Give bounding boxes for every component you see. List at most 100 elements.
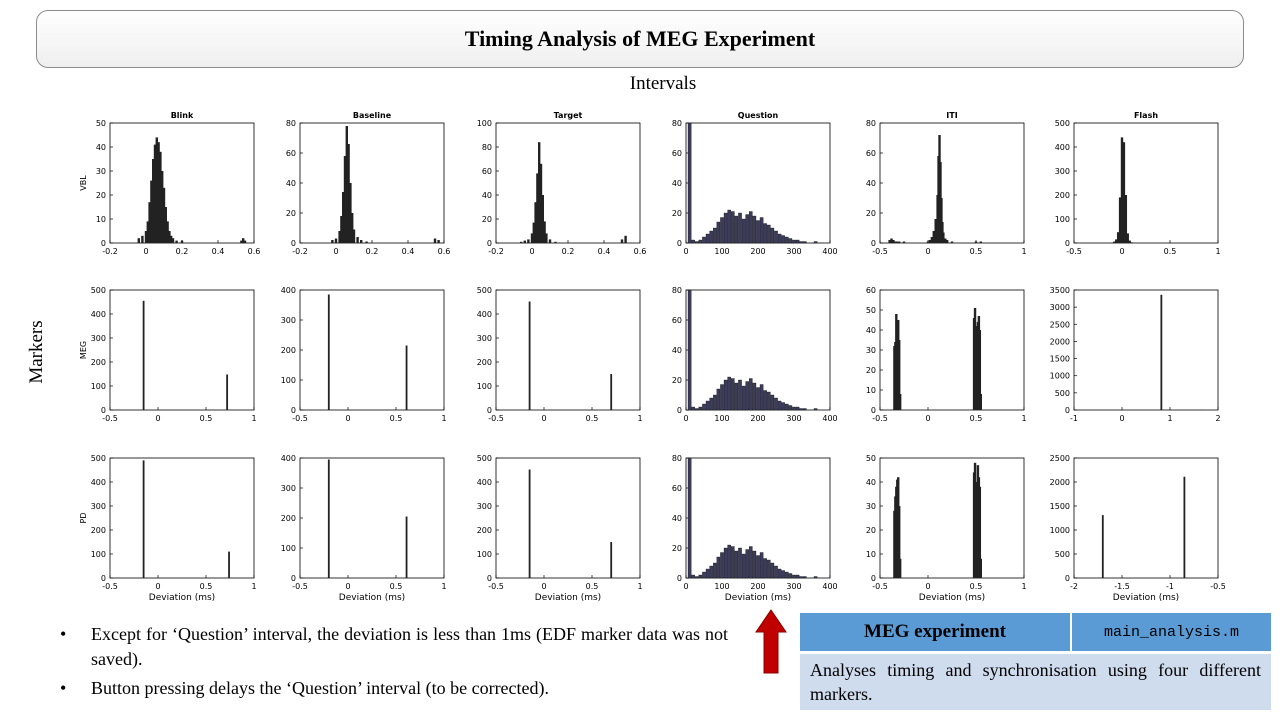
histogram-bar (792, 574, 796, 579)
x-tick-label: 0 (345, 582, 350, 591)
histogram-bar (720, 384, 724, 411)
histogram-bar (756, 220, 760, 244)
histogram-bar (1168, 242, 1172, 244)
plot-frame (299, 457, 445, 579)
histogram-bar (159, 151, 162, 243)
y-tick-label: 1000 (1050, 526, 1070, 535)
x-axis-label: Deviation (ms) (919, 593, 985, 603)
y-tick-label: 40 (866, 326, 876, 335)
x-tick-label: 0 (683, 247, 688, 256)
y-tick-label: 400 (1055, 143, 1070, 152)
y-tick-label: 2500 (1050, 454, 1070, 463)
histogram-bar (928, 240, 932, 243)
y-tick-label: 80 (672, 286, 682, 295)
y-tick-label: 40 (286, 179, 296, 188)
plot-title: Flash (1134, 111, 1158, 120)
histogram-bar (788, 573, 793, 579)
page-title: Timing Analysis of MEG Experiment (464, 26, 816, 51)
histogram-bar (695, 408, 699, 411)
histogram-bar (734, 550, 739, 579)
y-tick-label: 0 (1065, 406, 1070, 415)
histogram-bar (226, 374, 229, 410)
x-tick-label: 0 (1119, 247, 1124, 256)
histogram-bar (932, 231, 935, 243)
histogram-bar (727, 544, 731, 579)
histogram-bar (705, 568, 710, 579)
histogram-bar (144, 231, 148, 243)
y-tick-label: 0 (871, 239, 876, 248)
histogram-bar (770, 394, 775, 411)
histogram-bar (745, 549, 749, 579)
histogram-bar (752, 215, 757, 244)
y-tick-label: 60 (672, 149, 682, 158)
histogram-bar (713, 394, 717, 411)
x-tick-label: -0.5 (292, 582, 308, 591)
histogram-bar (898, 340, 901, 410)
histogram-bar (343, 156, 347, 243)
histogram-bar (979, 394, 982, 410)
histogram-bar (528, 301, 531, 410)
x-tick-label: -0.5 (1210, 582, 1226, 591)
x-tick-label: -0.5 (102, 414, 118, 423)
x-tick-label: 0.5 (200, 582, 213, 591)
histogram-bar (749, 378, 753, 411)
info-table-script: main_analysis.m (1072, 613, 1271, 654)
histogram-bar (347, 144, 350, 243)
x-tick-label: 0.6 (438, 247, 451, 256)
x-tick-label: -0.5 (102, 582, 118, 591)
histogram-bar (153, 144, 157, 243)
histogram-bar (734, 382, 739, 411)
histogram-bar (979, 558, 982, 578)
histogram-bar (950, 241, 954, 243)
histogram-bar (940, 198, 943, 243)
x-tick-label: -0.2 (488, 247, 504, 256)
histogram-bar (731, 211, 735, 244)
histogram-bar (148, 202, 151, 243)
bullet-item: Button pressing delays the ‘Question’ in… (60, 676, 728, 701)
plot-frame (299, 122, 445, 244)
x-tick-label: 0.5 (390, 582, 403, 591)
histogram-bar (795, 574, 800, 579)
histogram-bar (942, 232, 945, 243)
histogram-bar (792, 406, 796, 411)
y-tick-label: 1000 (1050, 372, 1070, 381)
x-tick-label: 1 (251, 414, 256, 423)
x-tick-label: 0 (333, 247, 338, 256)
x-tick-label: -2 (1070, 582, 1078, 591)
y-tick-label: 40 (672, 514, 682, 523)
histogram-bar (723, 212, 728, 244)
histogram-bar (536, 173, 539, 243)
x-tick-label: -0.5 (1066, 247, 1082, 256)
histogram-bar (738, 379, 742, 411)
histogram-bar (180, 240, 184, 243)
x-tick-label: 100 (714, 247, 729, 256)
histogram-bar (1113, 241, 1116, 243)
histogram-bar (898, 241, 901, 243)
y-tick-label: 200 (91, 358, 106, 367)
histogram-bar (777, 400, 782, 411)
histogram-bar (709, 565, 713, 579)
y-tick-label: 100 (477, 119, 492, 128)
x-tick-label: 200 (750, 582, 765, 591)
histogram-bar (813, 241, 818, 244)
x-tick-label: -0.5 (872, 582, 888, 591)
histogram-bar (902, 241, 906, 243)
histogram-bar (334, 238, 338, 243)
x-tick-label: -0.2 (292, 247, 308, 256)
histogram-bar (888, 240, 891, 243)
y-tick-label: 300 (281, 316, 296, 325)
y-tick-label: 100 (477, 550, 492, 559)
histogram-bar (813, 408, 818, 411)
histogram-bar (774, 397, 778, 411)
histogram-bar (785, 403, 789, 411)
x-axis-label: Deviation (ms) (535, 593, 601, 603)
x-tick-label: 0.5 (390, 414, 403, 423)
y-tick-label: 500 (91, 286, 106, 295)
bullet-item: Except for ‘Question’ interval, the devi… (60, 622, 728, 672)
histogram-bar (713, 227, 717, 244)
y-tick-label: 0 (871, 406, 876, 415)
histogram-bar (803, 241, 807, 244)
histogram-bar (545, 233, 548, 243)
histogram-bar (365, 241, 368, 243)
y-tick-label: 0 (101, 574, 106, 583)
